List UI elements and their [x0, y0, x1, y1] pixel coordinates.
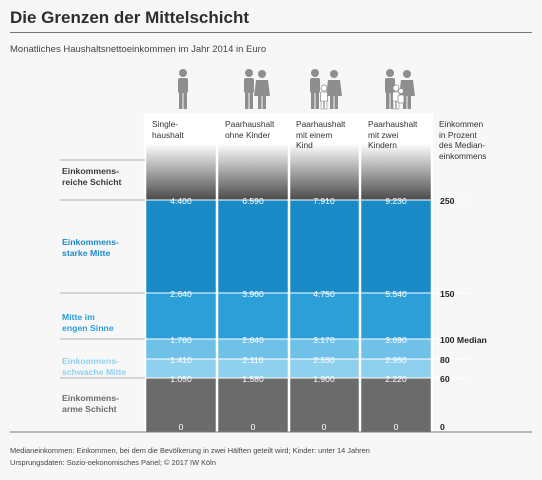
- value-two-children-150: 5.540: [385, 289, 407, 299]
- layer-label-core-middle: Mitte im engen Sinne: [62, 312, 114, 333]
- column-header-percent: Einkommen in Prozent des Median- einkomm…: [439, 119, 487, 161]
- value-one-child-250: 7.910: [313, 196, 335, 206]
- family-one-child-icon: [310, 69, 342, 110]
- layer-label-strong-middle: Einkommens- starke Mitte: [62, 237, 119, 258]
- value-two-children-80: 2.950: [385, 355, 407, 365]
- value-single-60: 1.050: [170, 374, 192, 384]
- value-two-children-100: 3.690: [385, 335, 407, 345]
- chart-subtitle: Monatliches Haushaltsnettoeinkommen im J…: [10, 44, 267, 55]
- percent-label-150: 150: [440, 289, 455, 299]
- value-couple-100: 2.640: [242, 335, 264, 345]
- value-one-child-60: 1.900: [313, 374, 335, 384]
- value-single-250: 4.400: [170, 196, 192, 206]
- single-person-icon: [178, 69, 188, 109]
- column-header-two-children: Paarhaushalt mit zwei Kindern: [368, 119, 418, 150]
- layer-label-poor: Einkommens- arme Schicht: [62, 393, 119, 414]
- family-two-children-icon: [385, 69, 415, 110]
- value-one-child-80: 2.530: [313, 355, 335, 365]
- value-single-80: 1.410: [170, 355, 192, 365]
- value-single-100: 1.760: [170, 335, 192, 345]
- page-title: Die Grenzen der Mittelschicht: [10, 8, 249, 27]
- value-one-child-100: 3.170: [313, 335, 335, 345]
- value-one-child-150: 4.750: [313, 289, 335, 299]
- value-couple-150: 3.960: [242, 289, 264, 299]
- percent-label-60: 60: [440, 374, 450, 384]
- value-single-0: 0: [178, 422, 184, 432]
- footnote: Medianeinkommen: Einkommen, bei dem die …: [10, 446, 370, 455]
- column-header-one-child: Paarhaushalt mit einem Kind: [296, 119, 346, 150]
- percent-label-250: 250: [440, 196, 455, 206]
- value-two-children-250: 9.230: [385, 196, 407, 206]
- percent-label-0: 0: [440, 422, 445, 432]
- percent-label-80: 80: [440, 355, 450, 365]
- column-header-single: Single- haushalt: [152, 119, 184, 140]
- layer-label-weak-middle: Einkommens- schwache Mitte: [62, 356, 127, 377]
- header: Die Grenzen der Mittelschicht: [10, 8, 532, 33]
- value-single-150: 2.640: [170, 289, 192, 299]
- column-header-couple: Paarhaushalt ohne Kinder: [225, 119, 275, 140]
- value-couple-0: 0: [250, 422, 256, 432]
- value-couple-250: 6.590: [242, 196, 264, 206]
- couple-icon: [244, 69, 270, 109]
- value-couple-80: 2.110: [242, 355, 264, 365]
- value-couple-60: 1.580: [242, 374, 264, 384]
- value-one-child-0: 0: [321, 422, 327, 432]
- value-two-children-0: 0: [393, 422, 399, 432]
- layer-label-rich: Einkommens- reiche Schicht: [62, 166, 122, 187]
- source-note: Ursprungsdaten: Sozio-oekonomisches Pane…: [10, 458, 216, 467]
- percent-label-100-median: 100 Median: [440, 335, 487, 345]
- value-two-children-60: 2.220: [385, 374, 407, 384]
